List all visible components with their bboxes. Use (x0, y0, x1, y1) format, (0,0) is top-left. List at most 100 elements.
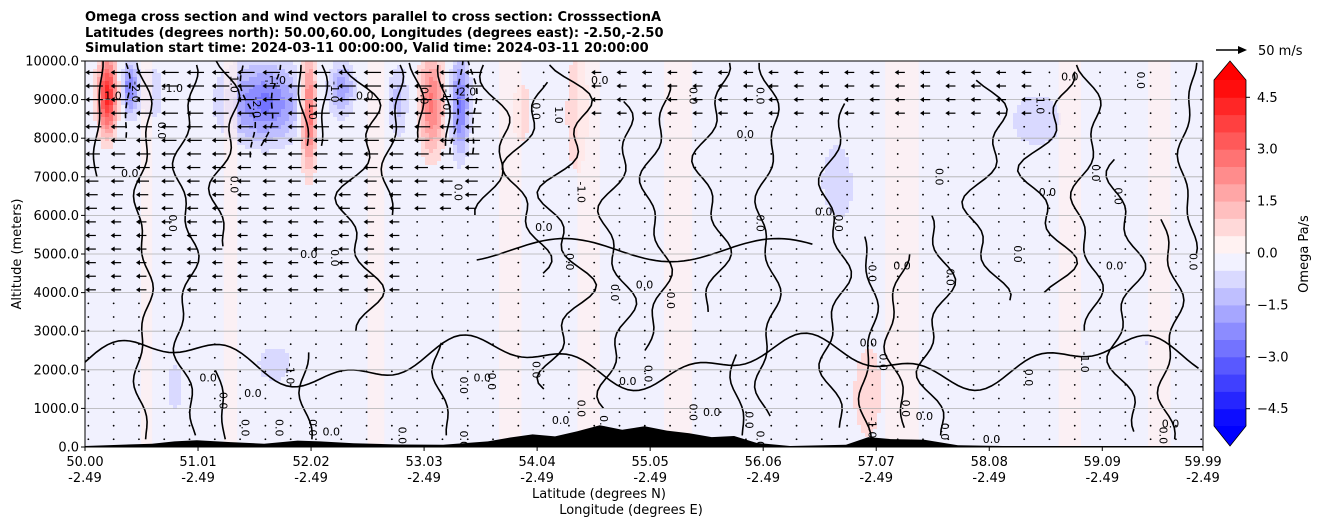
wind-vector-head (186, 219, 191, 225)
wind-vector (1073, 166, 1076, 169)
field-cell (305, 73, 309, 77)
field-cell (285, 141, 289, 145)
wind-vector-head (667, 69, 672, 76)
wind-vector (1048, 220, 1051, 223)
field-cell (289, 109, 293, 113)
wind-vector (1149, 411, 1152, 414)
wind-vector (770, 397, 773, 400)
wind-vector-head (439, 178, 444, 184)
field-cell (301, 121, 305, 125)
field-cell (173, 365, 177, 369)
wind-vector (492, 329, 494, 332)
field-cell (241, 117, 245, 121)
field-cell (265, 349, 269, 353)
wind-vector (517, 125, 520, 128)
wind-vector (1200, 438, 1203, 441)
wind-vector (239, 438, 242, 441)
wind-vector (643, 329, 646, 332)
wind-vector (1124, 112, 1127, 115)
wind-vector (441, 316, 444, 318)
field-cell (253, 113, 257, 117)
field-cell (841, 189, 845, 193)
wind-vector-head (287, 232, 292, 239)
field-cell (313, 129, 317, 133)
field-cell (101, 113, 105, 117)
field-cell (857, 373, 861, 377)
wind-vector (896, 166, 899, 169)
field-cell (101, 145, 105, 149)
wind-vector (618, 220, 621, 223)
field-cell (277, 117, 281, 121)
field-cell (433, 117, 437, 121)
field-cell (269, 73, 273, 77)
field-cell (273, 69, 277, 73)
field-cell (249, 85, 253, 89)
wind-vector (1200, 71, 1203, 74)
field-cell (429, 109, 433, 113)
wind-vector (618, 125, 621, 128)
field-cell (301, 89, 305, 93)
wind-vector (947, 343, 950, 346)
field-cell (521, 97, 525, 101)
wind-vector-head (338, 97, 343, 103)
wind-vector (112, 384, 115, 386)
field-cell (269, 141, 273, 145)
wind-vector (542, 343, 545, 346)
wind-vector (871, 411, 874, 414)
wind-vector-head (388, 83, 393, 89)
field-cell (277, 373, 281, 377)
field-cell (865, 353, 869, 357)
field-cell (301, 61, 305, 65)
wind-vector (1200, 125, 1203, 128)
field-cell (217, 105, 221, 109)
wind-vector (441, 302, 444, 305)
contour-label: 0.0 (574, 400, 587, 418)
field-cell (573, 117, 577, 121)
field-cell (417, 65, 421, 69)
field-cell (213, 93, 217, 97)
wind-vector (871, 288, 874, 291)
field-cell (285, 109, 289, 113)
wind-vector (947, 139, 950, 142)
field-cell (457, 85, 461, 89)
wind-vector (745, 288, 747, 291)
field-cell (285, 361, 289, 365)
field-cell (433, 121, 437, 125)
wind-vector-head (363, 192, 368, 198)
field-cell (345, 101, 349, 105)
field-cell (257, 109, 261, 113)
field-cell (301, 81, 305, 85)
wind-vector-head (312, 260, 317, 266)
field-cell (281, 101, 285, 105)
field-cell (253, 137, 257, 141)
wind-vector (922, 329, 924, 332)
field-cell (437, 81, 441, 85)
wind-vector (618, 329, 621, 332)
field-cell (329, 89, 333, 93)
field-cell (861, 417, 865, 421)
wind-vector (820, 424, 823, 427)
field-cell (265, 365, 269, 369)
field-cell (93, 105, 97, 109)
field-cell (285, 129, 289, 133)
wind-vector (1048, 370, 1051, 373)
field-cell (1045, 101, 1049, 105)
wind-vector (466, 248, 469, 250)
colorbar-segment (1214, 391, 1246, 410)
y-tick-label: 7000.0 (34, 170, 80, 185)
wind-vector (922, 356, 924, 359)
field-cell (1037, 133, 1041, 137)
wind-vector (239, 356, 242, 359)
field-cell (309, 137, 313, 141)
x-tick-label-lon: -2.49 (633, 471, 667, 486)
wind-vector (694, 343, 697, 346)
field-cell (101, 129, 105, 133)
field-cell (333, 89, 337, 93)
field-cell (277, 365, 281, 369)
field-cell (305, 161, 309, 165)
wind-vector (289, 411, 292, 414)
wind-vector (745, 302, 747, 305)
field-cell (461, 93, 465, 97)
colorbar-segment (1214, 183, 1246, 202)
wind-vector (896, 424, 899, 427)
